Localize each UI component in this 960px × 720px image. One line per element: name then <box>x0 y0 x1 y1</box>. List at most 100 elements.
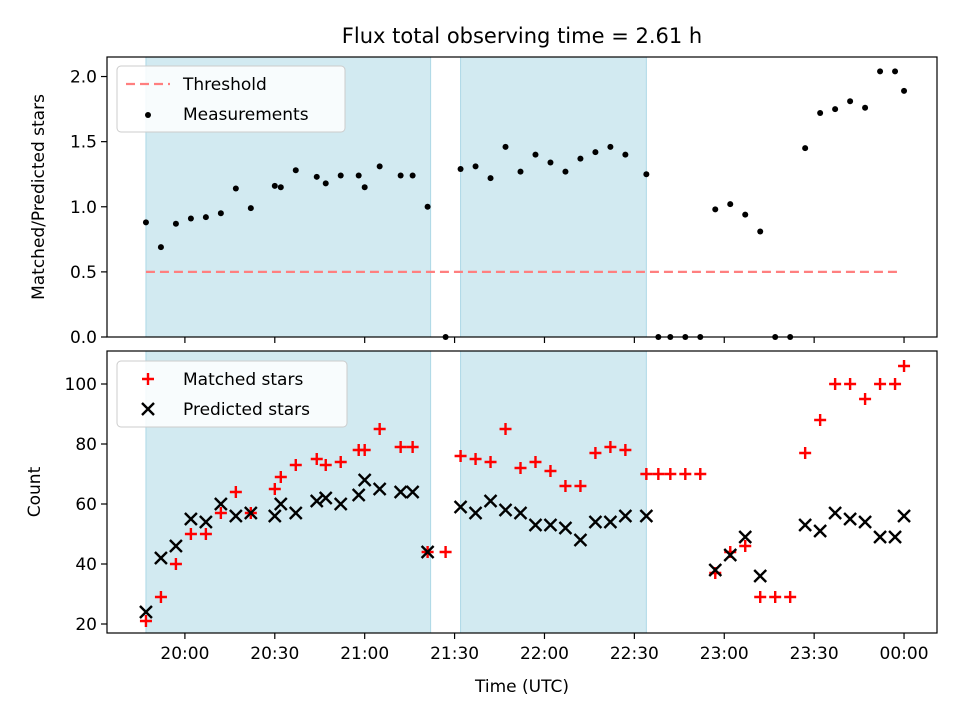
matched-point <box>469 453 482 465</box>
measurement-point <box>397 172 404 179</box>
measurement-point <box>277 184 284 191</box>
predicted-point <box>333 497 348 511</box>
predicted-point <box>798 518 813 532</box>
x-tick-label: 20:30 <box>250 644 299 664</box>
predicted-point <box>603 515 618 529</box>
x-axis-label: Time (UTC) <box>474 677 569 697</box>
x-tick-label: 22:30 <box>610 644 659 664</box>
y-tick-label: 60 <box>75 495 97 515</box>
y-tick-label: 0.0 <box>70 328 97 348</box>
matched-point <box>898 360 911 372</box>
predicted-point <box>214 497 228 511</box>
measurement-point <box>712 206 719 213</box>
measurement-point <box>271 182 278 189</box>
measurement-point <box>313 173 320 180</box>
predicted-point <box>618 509 633 523</box>
matched-point <box>268 483 281 495</box>
matched-point <box>310 453 323 465</box>
measurement-point <box>622 151 629 158</box>
predicted-point <box>309 494 324 508</box>
measurement-point <box>607 143 614 150</box>
y-tick-label: 40 <box>75 555 97 575</box>
y-axis-label: Count <box>25 466 45 517</box>
measurement-point <box>232 185 239 192</box>
predicted-point <box>405 485 420 499</box>
predicted-point <box>273 497 288 511</box>
matched-point <box>754 591 767 603</box>
matched-point <box>454 450 467 462</box>
plot-frame <box>106 56 938 338</box>
matched-point <box>619 444 632 456</box>
measurement-point <box>457 166 464 172</box>
measurement-point <box>817 110 824 116</box>
x-tick-label: 00:00 <box>880 644 929 664</box>
legend-matched-label: Matched stars <box>183 370 303 390</box>
matched-point <box>769 591 782 603</box>
predicted-point <box>573 533 588 547</box>
matched-point <box>874 378 887 390</box>
measurement-point <box>802 145 809 152</box>
y-tick-label: 1.0 <box>70 198 97 218</box>
x-tick-label: 20:00 <box>160 644 209 664</box>
matched-point <box>439 546 452 558</box>
predicted-point <box>169 539 183 553</box>
predicted-point <box>267 509 282 523</box>
matched-point <box>652 468 665 480</box>
observing-window <box>460 350 647 634</box>
matched-point <box>559 480 572 492</box>
matched-point <box>679 468 692 480</box>
observing-window <box>460 56 647 338</box>
y-axis-label: Matched/Predicted stars <box>29 94 49 300</box>
measurement-point <box>172 220 179 227</box>
legend-threshold-label: Threshold <box>182 75 267 95</box>
predicted-point <box>813 524 827 538</box>
y-tick-label: 2.0 <box>70 68 97 88</box>
count-panel: 20 40 60 80 100 20:00 20:30 21:00 21:30 22:00 22:3… <box>25 350 938 664</box>
legend-box <box>116 65 346 133</box>
legend-box <box>116 360 348 428</box>
matched-point <box>640 468 653 480</box>
measurement-point <box>361 184 368 191</box>
measurement-point <box>727 201 734 208</box>
measurement-point <box>376 163 383 170</box>
measurement-point <box>337 172 344 179</box>
predicted-point <box>753 569 768 583</box>
matched-point <box>142 373 154 385</box>
measurement-point <box>901 87 908 94</box>
predicted-point <box>483 494 498 508</box>
matched-point <box>229 486 242 498</box>
matched-point <box>169 558 182 570</box>
matched-point <box>574 480 587 492</box>
x-tick-label: 21:00 <box>340 644 389 664</box>
matched-point <box>514 462 527 474</box>
measurement-point <box>202 214 209 221</box>
measurement-point <box>157 244 164 251</box>
measurement-point <box>472 163 479 170</box>
measurement-point <box>832 106 839 113</box>
x-tick-label: 22:00 <box>520 644 569 664</box>
predicted-point <box>468 506 483 520</box>
predicted-point <box>558 521 573 535</box>
measurement-point <box>142 219 149 226</box>
predicted-point <box>199 515 213 529</box>
predicted-point <box>154 551 168 565</box>
predicted-point <box>318 491 333 505</box>
chart-title: Flux total observing time = 2.61 h <box>342 24 702 48</box>
matched-point <box>199 528 212 540</box>
measurement-point <box>592 149 599 156</box>
measurement-point <box>847 98 854 105</box>
matched-point <box>604 441 617 453</box>
measurement-point <box>757 228 764 235</box>
matched-point <box>154 591 167 603</box>
y-tick-label: 1.5 <box>70 133 97 153</box>
x-tick-label: 21:30 <box>430 644 479 664</box>
y-tick-label: 80 <box>75 435 97 455</box>
matched-point <box>373 423 386 435</box>
legend-measurement-label: Measurements <box>183 105 309 125</box>
x-tick-label: 23:00 <box>700 644 749 664</box>
predicted-point <box>723 548 738 562</box>
measurement-point <box>355 172 362 179</box>
predicted-point <box>588 515 603 529</box>
predicted-point <box>828 506 842 520</box>
matched-point <box>289 459 302 471</box>
